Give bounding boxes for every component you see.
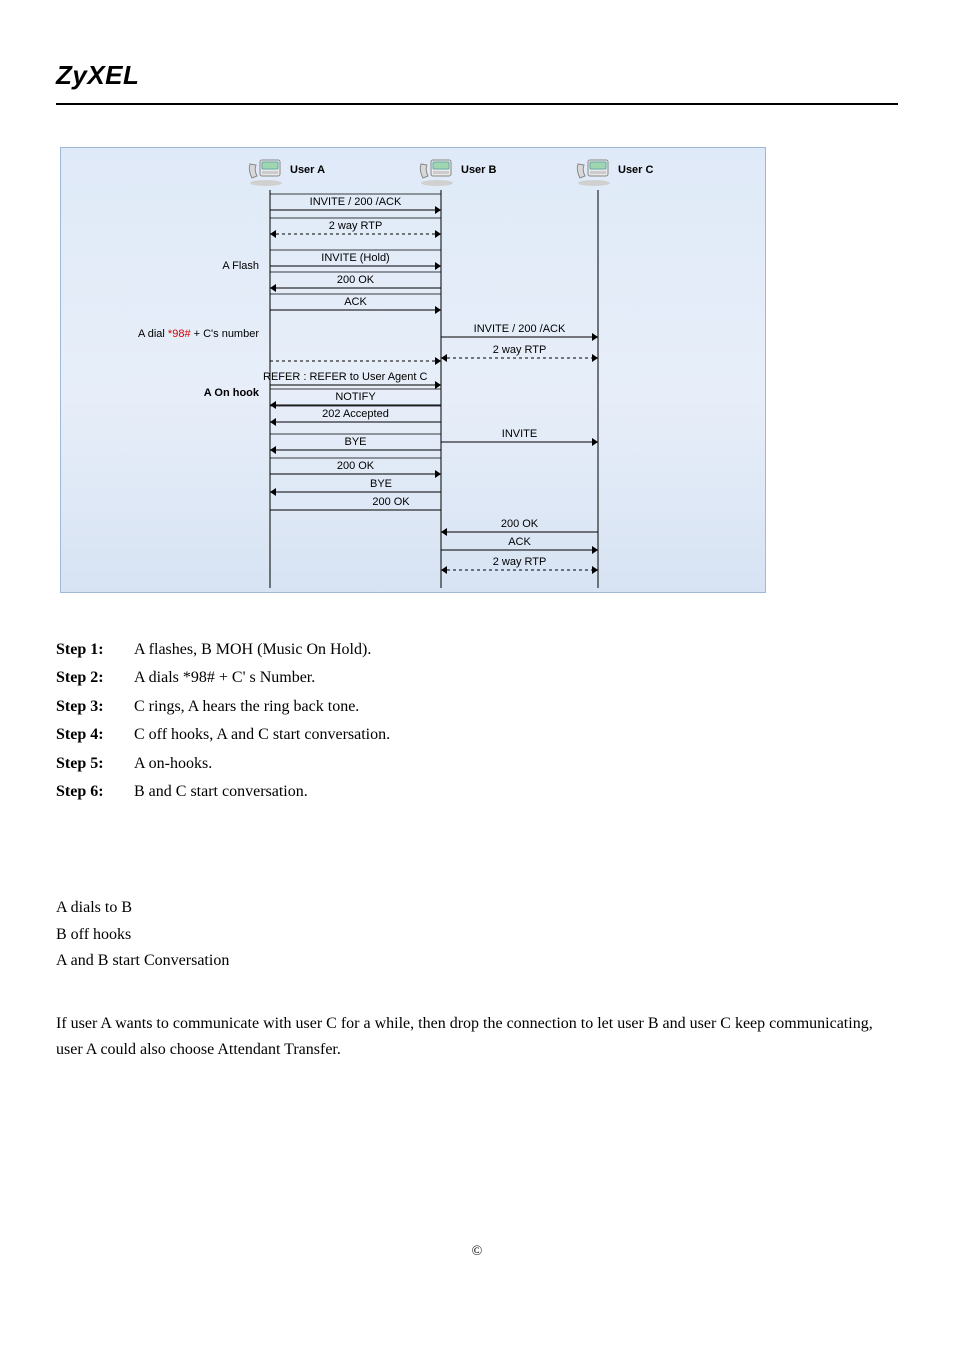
user-label-b: User B xyxy=(461,164,496,176)
step-text: A flashes, B MOH (Music On Hold). xyxy=(134,637,371,663)
prelude-line: A and B start Conversation xyxy=(56,948,898,974)
sequence-diagram-wrap: User A User B User C A Flash A dial *98# +… xyxy=(60,147,898,593)
step-text: C rings, A hears the ring back tone. xyxy=(134,694,359,720)
seq-message: ACK xyxy=(441,536,598,548)
seq-message: BYE xyxy=(270,436,441,448)
seq-message: 200 OK xyxy=(270,274,441,286)
seq-message: 200 OK xyxy=(270,460,441,472)
step-row: Step 2:A dials *98# + C' s Number. xyxy=(56,665,898,691)
prelude-line: A dials to B xyxy=(56,895,898,921)
seq-message: INVITE xyxy=(441,428,598,440)
user-label-c: User C xyxy=(618,164,653,176)
sequence-diagram: User A User B User C A Flash A dial *98# +… xyxy=(60,147,766,593)
prelude-block: A dials to BB off hooksA and B start Con… xyxy=(56,895,898,974)
step-text: A on-hooks. xyxy=(134,751,212,777)
side-annotation: A dial *98# + C's number xyxy=(138,328,259,340)
step-text: B and C start conversation. xyxy=(134,779,308,805)
description-paragraph: If user A wants to communicate with user… xyxy=(56,1011,898,1064)
seq-message: REFER : REFER to User Agent C xyxy=(263,371,445,383)
side-annotation: A Flash xyxy=(222,260,259,272)
seq-message: INVITE (Hold) xyxy=(270,252,441,264)
step-row: Step 6:B and C start conversation. xyxy=(56,779,898,805)
step-label: Step 4: xyxy=(56,722,134,748)
steps-list: Step 1:A flashes, B MOH (Music On Hold).… xyxy=(56,637,898,805)
step-label: Step 1: xyxy=(56,637,134,663)
step-label: Step 3: xyxy=(56,694,134,720)
seq-message: 2 way RTP xyxy=(441,344,598,356)
seq-message: ACK xyxy=(270,296,441,308)
step-label: Step 5: xyxy=(56,751,134,777)
side-annotation: A On hook xyxy=(204,387,259,399)
step-row: Step 4:C off hooks, A and C start conver… xyxy=(56,722,898,748)
seq-message: INVITE / 200 /ACK xyxy=(270,196,441,208)
seq-message: NOTIFY xyxy=(270,391,441,403)
step-row: Step 1:A flashes, B MOH (Music On Hold). xyxy=(56,637,898,663)
step-text: A dials *98# + C' s Number. xyxy=(134,665,315,691)
step-row: Step 5:A on-hooks. xyxy=(56,751,898,777)
seq-message: 2 way RTP xyxy=(270,220,441,232)
header-rule xyxy=(56,103,898,105)
brand-logo: ZyXEL xyxy=(56,60,898,91)
step-text: C off hooks, A and C start conversation. xyxy=(134,722,390,748)
seq-message: 2 way RTP xyxy=(441,556,598,568)
step-row: Step 3:C rings, A hears the ring back to… xyxy=(56,694,898,720)
step-label: Step 6: xyxy=(56,779,134,805)
seq-message: 200 OK xyxy=(441,518,598,530)
page-footer: © xyxy=(0,1244,954,1260)
prelude-line: B off hooks xyxy=(56,922,898,948)
step-label: Step 2: xyxy=(56,665,134,691)
seq-message: 200 OK xyxy=(351,496,431,508)
seq-message: 202 Accepted xyxy=(270,408,441,420)
seq-message: BYE xyxy=(341,478,421,490)
user-label-a: User A xyxy=(290,164,325,176)
seq-message: INVITE / 200 /ACK xyxy=(441,323,598,335)
